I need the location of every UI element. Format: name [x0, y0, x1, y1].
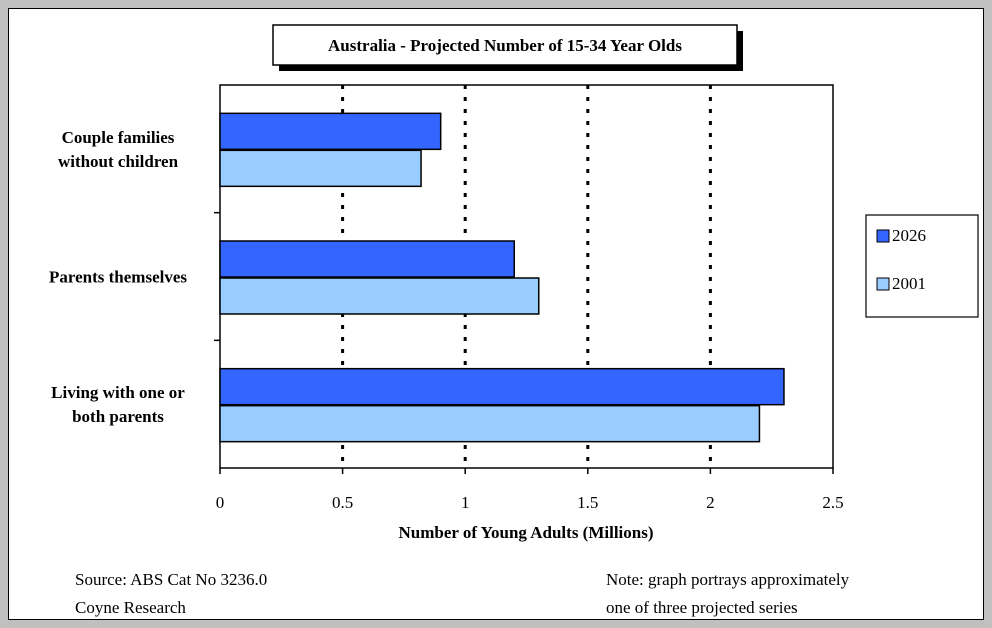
- chart-title-box: Australia - Projected Number of 15-34 Ye…: [272, 24, 743, 71]
- category-label: Living with one or: [51, 383, 185, 402]
- bar-2001: [219, 404, 761, 443]
- category-label: Couple families: [62, 128, 175, 147]
- note-line-2: one of three projected series: [606, 598, 798, 617]
- x-tick-label: 2: [706, 493, 715, 512]
- x-tick-labels: 0 0.5 1 1.5 2 2.5: [216, 468, 844, 512]
- x-axis-label: Number of Young Adults (Millions): [398, 523, 653, 542]
- legend-swatch-2001: [876, 277, 890, 291]
- category-label: without children: [58, 152, 179, 171]
- bar-2026: [219, 367, 785, 406]
- legend: 2026 2001: [865, 214, 979, 318]
- note-line-1: Note: graph portrays approximately: [606, 570, 850, 589]
- bar-2001: [219, 277, 540, 315]
- category-ticks: [214, 211, 220, 342]
- source-line-1: Source: ABS Cat No 3236.0: [75, 570, 268, 589]
- bar-2001: [219, 149, 422, 188]
- source-line-2: Coyne Research: [75, 598, 186, 617]
- category-label: Parents themselves: [49, 268, 187, 287]
- source-note: Source: ABS Cat No 3236.0 Coyne Research: [75, 566, 267, 622]
- chart-title: Australia - Projected Number of 15-34 Ye…: [328, 36, 682, 55]
- bars: [219, 112, 785, 443]
- x-tick-label: 1: [461, 493, 470, 512]
- legend-label-2001: 2001: [892, 274, 926, 293]
- x-tick-label: 2.5: [822, 493, 843, 512]
- x-tick-label: 1.5: [577, 493, 598, 512]
- legend-swatch-2026: [876, 229, 890, 243]
- series-note: Note: graph portrays approximately one o…: [606, 566, 849, 622]
- x-tick-label: 0.5: [332, 493, 353, 512]
- bar-2026: [219, 112, 442, 151]
- bar-2026: [219, 240, 515, 278]
- legend-label-2026: 2026: [892, 226, 926, 245]
- x-tick-label: 0: [216, 493, 225, 512]
- category-labels: Couple families without children Parents t…: [49, 128, 187, 426]
- category-label: both parents: [72, 407, 164, 426]
